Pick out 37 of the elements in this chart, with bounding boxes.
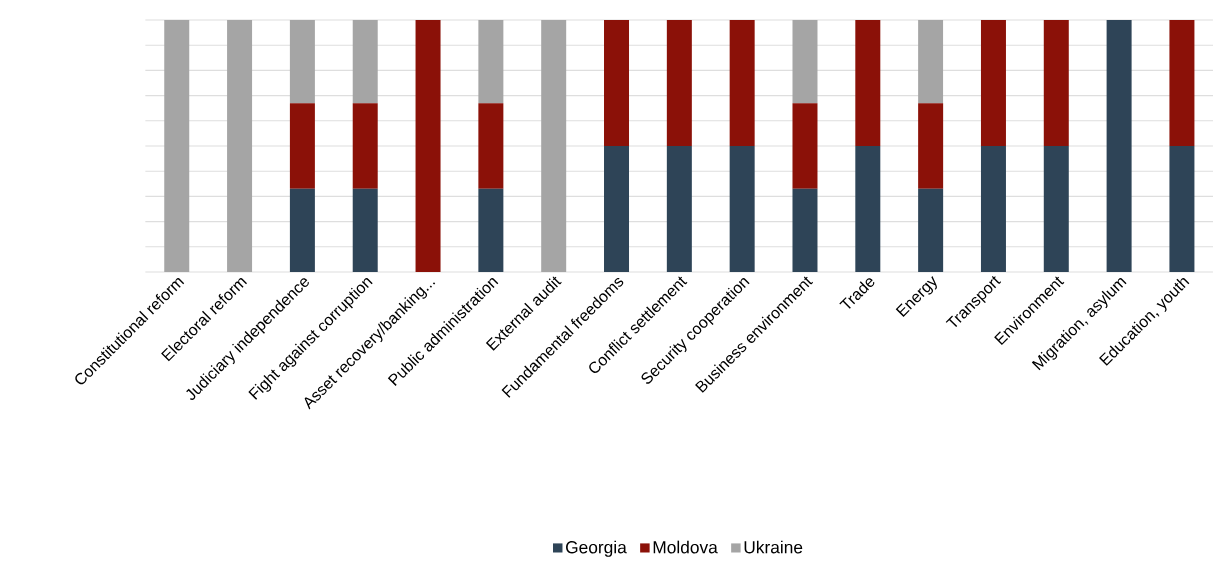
bar: [289, 20, 315, 104]
bar: [604, 146, 630, 272]
bar: [352, 103, 378, 189]
bar: [980, 20, 1006, 146]
bar: [164, 20, 190, 272]
bar: [478, 188, 504, 272]
bar: [352, 188, 378, 272]
bar: [666, 20, 692, 146]
bar: [666, 146, 692, 272]
bar: [1169, 20, 1195, 146]
bar: [1043, 20, 1069, 146]
bar: [792, 103, 818, 189]
bar: [1043, 146, 1069, 272]
bar: [478, 103, 504, 189]
legend-label: Moldova: [653, 540, 718, 554]
bar: [729, 20, 755, 146]
bar: [918, 20, 944, 104]
bar: [729, 146, 755, 272]
bar: [604, 20, 630, 146]
bar: [855, 20, 881, 146]
legend-label: Georgia: [566, 540, 627, 557]
bar: [980, 146, 1006, 272]
bar: [289, 103, 315, 189]
bar: [415, 20, 441, 272]
bar: [227, 20, 253, 272]
bar: [541, 20, 567, 272]
bar: [289, 188, 315, 272]
bar: [855, 146, 881, 272]
bar: [1106, 20, 1132, 272]
bar: [918, 103, 944, 189]
bar: [792, 20, 818, 104]
bar: [1169, 146, 1195, 272]
bar: [918, 188, 944, 272]
bar: [792, 188, 818, 272]
bar: [478, 20, 504, 104]
bar: [352, 20, 378, 104]
legend-label: Ukraine: [744, 540, 803, 554]
